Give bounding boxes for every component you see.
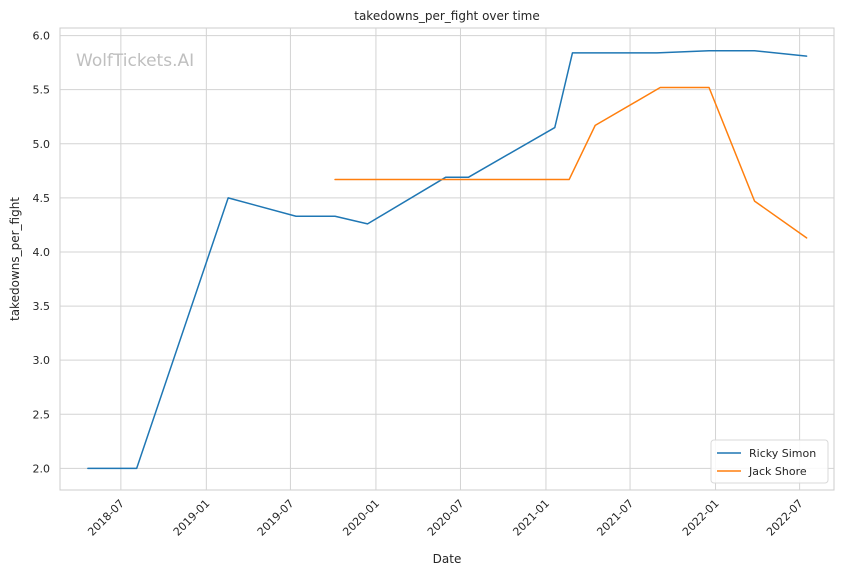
y-axis: 2.0 2.5 3.0 3.5 4.0 4.5 5.0 5.5 6.0 — [33, 30, 51, 476]
y-tick-label: 3.0 — [33, 354, 51, 367]
y-tick-label: 6.0 — [33, 30, 51, 43]
legend: Ricky Simon Jack Shore — [710, 439, 829, 484]
watermark: WolfTickets.AI — [76, 51, 194, 71]
y-tick-label: 2.0 — [33, 462, 51, 475]
legend-label: Ricky Simon — [749, 447, 816, 460]
plot-frame — [59, 27, 835, 491]
series-line-ricky-simon — [87, 49, 808, 470]
y-tick-label: 4.5 — [33, 192, 51, 205]
y-tick-label: 3.5 — [33, 300, 51, 313]
series-line-jack-shore — [334, 86, 808, 239]
y-tick-label: 2.5 — [33, 408, 51, 421]
y-tick-label: 4.0 — [33, 246, 51, 259]
y-axis-title: takedowns_per_fight — [8, 197, 22, 321]
legend-box — [710, 439, 829, 484]
legend-label: Jack Shore — [748, 465, 807, 478]
series-layer — [87, 49, 808, 470]
chart-title: takedowns_per_fight over time — [354, 9, 540, 23]
x-axis-title: Date — [433, 552, 462, 566]
plot-area: WolfTickets.AI — [59, 27, 835, 491]
y-tick-label: 5.0 — [33, 138, 51, 151]
y-tick-label: 5.5 — [33, 84, 51, 97]
